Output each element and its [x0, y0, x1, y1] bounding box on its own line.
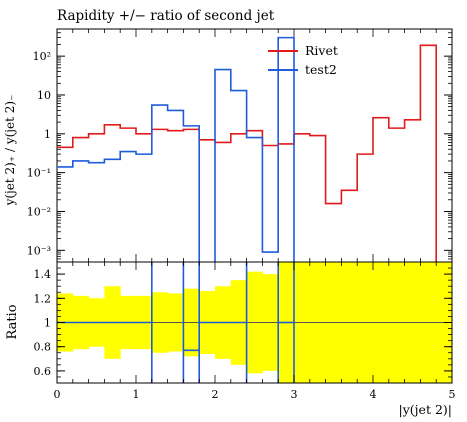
x-tick-label: 5	[449, 388, 456, 401]
ratio-axis-label: Ratio	[5, 304, 20, 339]
x-tick-label: 2	[212, 388, 219, 401]
ratio-y-tick-label: 1	[44, 317, 51, 330]
legend-label-rivet: Rivet	[305, 43, 338, 58]
ratio-y-tick-label: 1.2	[34, 292, 52, 305]
ratio-y-ticks: 0.6 0.8 1 1.2 1.4	[34, 267, 452, 378]
main-series-group	[57, 36, 437, 262]
ratio-lines-group	[57, 262, 452, 383]
y-tick-label: 1	[44, 128, 51, 141]
y-tick-label: 10⁻²	[27, 205, 51, 218]
ratio-y-tick-label: 1.4	[34, 268, 52, 281]
chart-title: Rapidity +/− ratio of second jet	[57, 8, 275, 24]
ratio-y-tick-label: 0.8	[34, 341, 52, 354]
x-tick-label: 0	[54, 388, 61, 401]
main-plot-frame	[56, 28, 453, 263]
series-line-test2	[57, 36, 295, 262]
x-tick-label: 4	[370, 388, 377, 401]
legend-label-test2: test2	[305, 62, 337, 77]
x-tick-label: 3	[291, 388, 298, 401]
x-axis-ticks: 0 1 2 3 4 5	[54, 262, 456, 401]
series-group	[57, 36, 295, 262]
y-tick-label: 10⁻¹	[27, 167, 51, 180]
y-axis-label: y(jet 2)₊ / y(jet 2)₋	[3, 95, 17, 207]
x-tick-label: 1	[133, 388, 140, 401]
ratio-plot-panel: 0.6 0.8 1 1.2 1.4 0 1 2 3 4 5	[34, 261, 456, 401]
y-tick-label: 10²	[33, 50, 51, 63]
main-plot-panel: 10⁻³ 10⁻² 10⁻¹ 1 10 10²	[27, 28, 453, 263]
main-y-ticks: 10⁻³ 10⁻² 10⁻¹ 1 10 10²	[27, 28, 453, 263]
y-tick-label: 10	[37, 89, 51, 102]
ratio-y-tick-label: 0.6	[34, 365, 52, 378]
x-axis-label: |y(jet 2)|	[399, 402, 452, 417]
series-line-rivet	[57, 44, 437, 262]
y-tick-label: 10⁻³	[27, 244, 51, 257]
legend: Rivet test2	[268, 43, 338, 77]
series-group	[57, 44, 437, 262]
